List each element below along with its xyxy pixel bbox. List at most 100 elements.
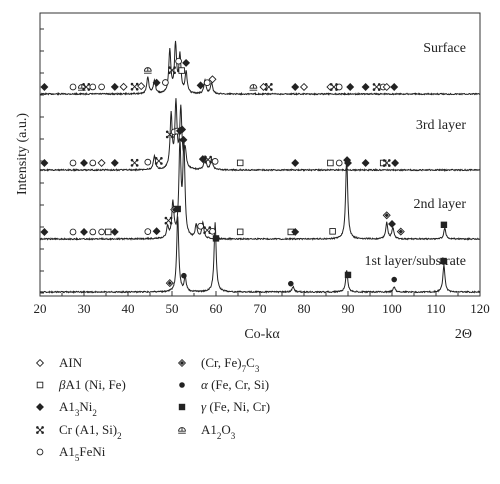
- legend-symbol-diamond-open: [35, 358, 45, 368]
- legend-label: Cr (A1, Si)2: [59, 422, 122, 441]
- x-axis-title: Co-kα: [244, 327, 280, 342]
- marker-square-filled: [440, 221, 448, 229]
- legend-symbol-diamond-filled: [36, 403, 44, 411]
- marker-square-open: [327, 159, 334, 167]
- marker-square-open: [236, 228, 244, 236]
- x-tick-label: 60: [210, 301, 223, 316]
- legend-symbol-diamond-dotted: [177, 358, 187, 368]
- marker-circle-filled: [287, 280, 294, 287]
- marker-arch: [143, 67, 152, 74]
- legend-label: A15FeNi: [59, 444, 106, 463]
- legend-symbol-circle-open: [36, 448, 44, 456]
- marker-diamond-open: [119, 82, 128, 91]
- marker-diamond-filled: [80, 227, 88, 236]
- marker-square-open: [104, 228, 112, 236]
- marker-diamond-filled: [40, 159, 49, 167]
- marker-cross: [264, 83, 273, 91]
- marker-diamond-dotted: [396, 227, 405, 236]
- traces: [39, 40, 481, 294]
- marker-circle-open: [144, 158, 152, 166]
- marker-circle-open: [335, 159, 343, 167]
- phase-markers: [40, 57, 448, 288]
- x-tick-label: 80: [298, 301, 311, 316]
- marker-diamond-filled: [110, 158, 119, 167]
- marker-diamond-filled: [152, 227, 161, 236]
- marker-cross: [168, 66, 176, 75]
- legend-label: βA1 (Ni, Fe): [58, 377, 126, 392]
- marker-circle-open: [175, 57, 182, 65]
- x-tick-label: 110: [426, 301, 445, 316]
- legend-label: α (Fe, Cr, Si): [201, 377, 269, 392]
- y-axis: [40, 28, 44, 294]
- layer-label-surface: Surface: [423, 41, 466, 56]
- marker-diamond-filled: [291, 159, 300, 167]
- marker-circle-open: [98, 83, 105, 91]
- marker-diamond-filled: [175, 126, 184, 135]
- legend-label: AIN: [59, 355, 83, 370]
- marker-circle-open: [144, 228, 152, 235]
- marker-diamond-open: [137, 82, 146, 91]
- marker-diamond-filled: [110, 82, 119, 91]
- x-axis: 20 30 40 50 60 70 80 90 100 110 120: [34, 291, 490, 316]
- marker-diamond-filled: [291, 83, 300, 91]
- marker-diamond-open: [382, 82, 391, 92]
- marker-circle-open: [89, 83, 97, 91]
- x-tick-label: 100: [382, 301, 402, 316]
- marker-diamond-filled: [182, 58, 191, 67]
- marker-circle-open: [89, 159, 97, 167]
- marker-circle-open: [209, 227, 216, 235]
- marker-circle-open: [98, 228, 105, 236]
- marker-circle-open: [197, 222, 204, 230]
- x-tick-label: 70: [254, 301, 267, 316]
- legend-symbol-square-open: [36, 381, 44, 389]
- marker-cross: [164, 216, 173, 225]
- marker-circle-open: [203, 79, 211, 87]
- layer-label-substrate: 1st layer/substrate: [365, 254, 466, 269]
- marker-diamond-filled: [291, 227, 300, 236]
- marker-square-open: [236, 159, 244, 167]
- marker-diamond-filled: [391, 159, 400, 167]
- marker-arch: [249, 84, 258, 91]
- marker-diamond-filled: [80, 158, 88, 167]
- marker-cross: [382, 159, 391, 167]
- marker-circle-open: [162, 79, 169, 86]
- marker-diamond-filled: [110, 227, 119, 236]
- x-tick-label: 40: [122, 301, 135, 316]
- legend-label: A12O3: [201, 422, 236, 441]
- legend-symbol-cross: [36, 426, 44, 434]
- legend-label: γ (Fe, Ni, Cr): [201, 399, 270, 414]
- marker-circle-open: [89, 228, 97, 236]
- marker-circle-open: [211, 158, 219, 165]
- trace-1: [39, 98, 481, 173]
- marker-diamond-open: [208, 75, 217, 84]
- legend-symbol-square-filled: [178, 403, 186, 411]
- x-tick-label: 20: [34, 301, 47, 316]
- layer-label-2nd: 2nd layer: [414, 197, 467, 212]
- x-tick-label: 90: [342, 301, 355, 316]
- marker-cross: [82, 83, 91, 91]
- marker-circle-filled: [391, 276, 398, 283]
- marker-diamond-open: [97, 158, 106, 167]
- marker-diamond-filled: [390, 83, 399, 91]
- marker-diamond-filled: [40, 228, 49, 236]
- marker-circle-open: [335, 83, 343, 91]
- marker-circle-filled: [181, 272, 187, 279]
- marker-diamond-filled: [40, 83, 49, 91]
- legend: AIN βA1 (Ni, Fe) A13Ni2 Cr (A1, Si)2 A15FeNi…: [35, 355, 270, 463]
- trace-0: [39, 40, 481, 96]
- trace-2: [39, 138, 481, 241]
- marker-diamond-filled: [346, 83, 355, 91]
- marker-circle-open: [69, 83, 77, 91]
- marker-cross: [372, 83, 381, 91]
- marker-diamond-filled: [361, 159, 370, 167]
- marker-square-filled: [212, 235, 220, 242]
- marker-diamond-dotted: [165, 279, 174, 288]
- legend-label: (Cr, Fe)7C3: [201, 355, 260, 374]
- marker-square-open: [178, 67, 185, 74]
- legend-symbol-arch: [178, 427, 186, 434]
- x-axis-unit: 2Θ: [455, 327, 472, 342]
- x-tick-label: 120: [470, 301, 490, 316]
- marker-diamond-filled: [388, 219, 396, 228]
- marker-diamond-dotted: [382, 211, 391, 220]
- marker-cross: [130, 82, 139, 91]
